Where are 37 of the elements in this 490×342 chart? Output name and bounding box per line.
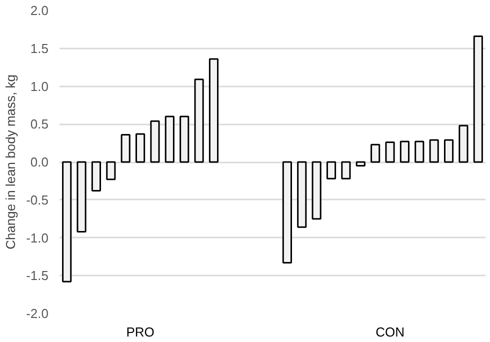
y-tick-label: -0.5 — [26, 192, 49, 208]
bar — [312, 161, 322, 220]
y-axis-title: Change in lean body mass, kg — [3, 74, 18, 250]
y-tick-label: 2.0 — [30, 3, 49, 18]
bar — [473, 36, 483, 163]
y-tick-label: -2.0 — [26, 306, 49, 321]
bar — [444, 139, 454, 163]
bar — [458, 124, 468, 163]
y-tick-label: -1.0 — [26, 230, 49, 246]
y-tick-label: 1.5 — [30, 40, 49, 56]
bar — [414, 140, 424, 163]
bar — [429, 139, 439, 163]
bar — [194, 78, 204, 163]
bar — [120, 134, 130, 163]
bar — [150, 120, 160, 163]
bar — [106, 161, 116, 180]
bar — [370, 144, 380, 163]
bar — [180, 116, 190, 163]
y-tick-label: 1.0 — [30, 78, 49, 94]
bar — [164, 116, 174, 163]
bar — [62, 161, 72, 282]
bar — [297, 161, 307, 228]
bar — [91, 161, 102, 192]
bar — [400, 140, 410, 163]
bar — [208, 58, 219, 163]
bar — [282, 161, 292, 264]
bar — [385, 142, 395, 163]
bar — [76, 161, 86, 232]
bar — [356, 161, 366, 167]
bar — [326, 161, 336, 180]
y-tick-label: -1.5 — [26, 268, 49, 284]
bar — [341, 161, 351, 180]
y-tick-label: 0.5 — [30, 116, 49, 132]
bar — [136, 133, 146, 163]
x-tick-label: PRO — [126, 324, 154, 340]
y-tick-label: 0.0 — [30, 154, 49, 170]
x-tick-label: CON — [376, 324, 404, 340]
